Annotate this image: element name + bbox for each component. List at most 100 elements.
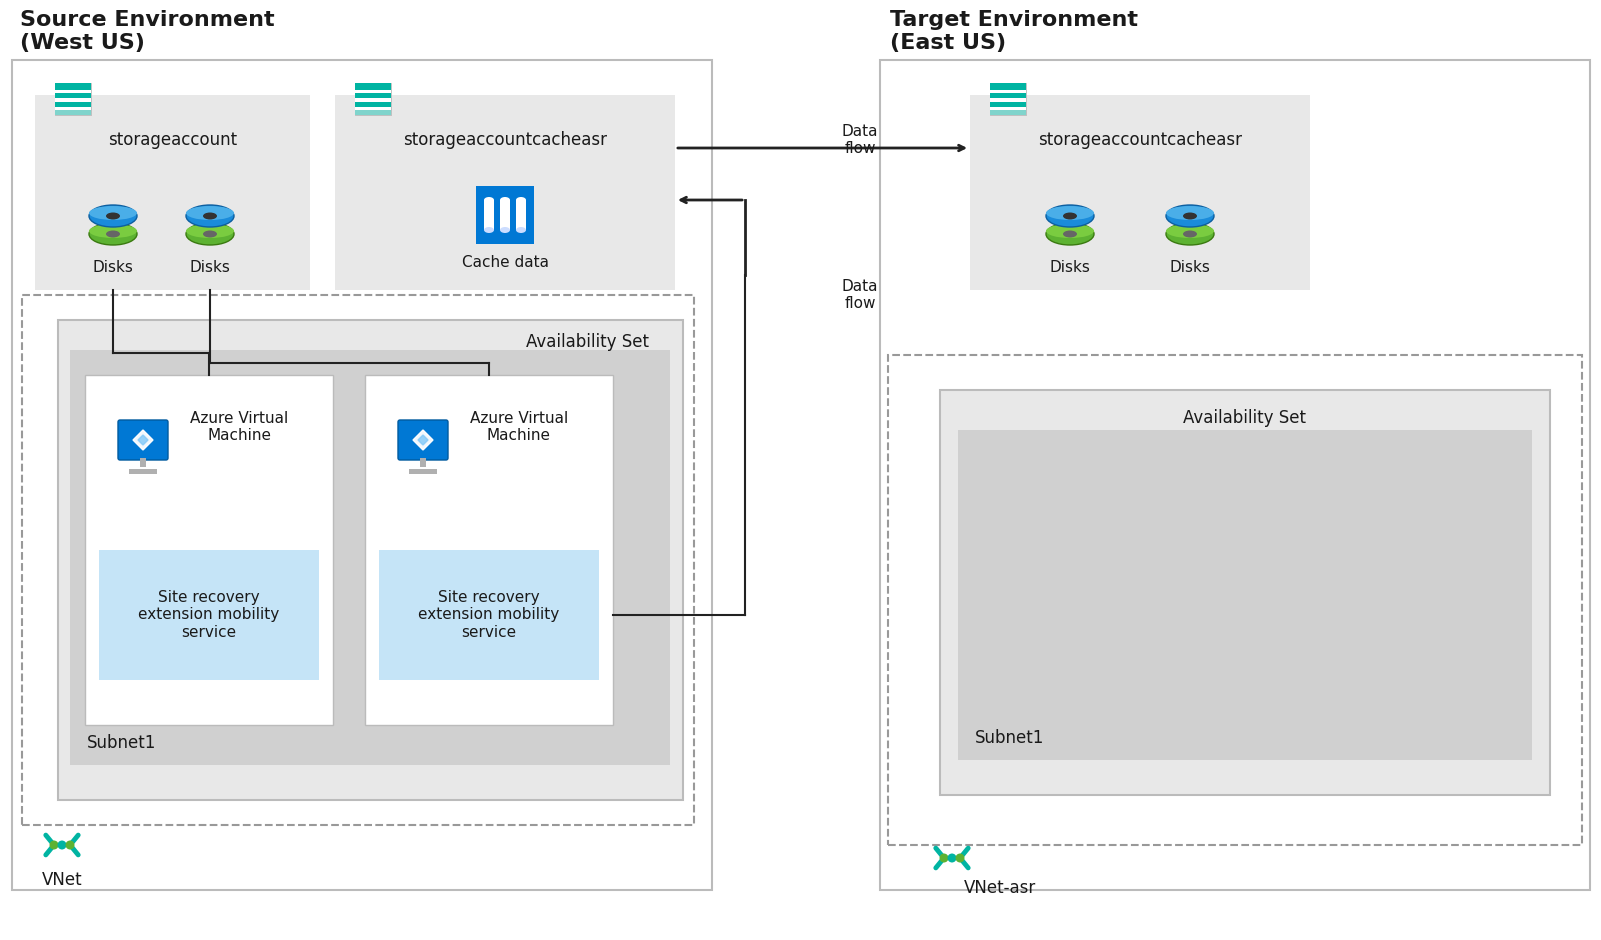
Bar: [58, 320, 684, 800]
Ellipse shape: [1166, 206, 1214, 220]
Text: Subnet1: Subnet1: [975, 729, 1045, 747]
Circle shape: [948, 854, 956, 863]
Bar: [355, 99, 391, 102]
Bar: [355, 110, 391, 115]
Bar: [989, 90, 1026, 93]
Text: Cache data: Cache data: [461, 255, 549, 270]
Text: Data
flow: Data flow: [842, 279, 879, 311]
Text: Subnet1: Subnet1: [88, 734, 157, 752]
Ellipse shape: [203, 212, 218, 220]
Bar: [989, 83, 1026, 90]
Bar: [54, 83, 91, 115]
Ellipse shape: [484, 227, 495, 233]
Ellipse shape: [484, 197, 495, 203]
Bar: [989, 83, 1026, 115]
Bar: [940, 390, 1550, 795]
Ellipse shape: [1166, 223, 1214, 245]
Bar: [365, 375, 613, 725]
Polygon shape: [138, 435, 147, 445]
Ellipse shape: [186, 206, 234, 220]
Ellipse shape: [90, 223, 138, 245]
Circle shape: [58, 840, 67, 850]
Bar: [355, 90, 391, 93]
Ellipse shape: [500, 197, 511, 203]
Ellipse shape: [1166, 224, 1214, 238]
Bar: [484, 200, 495, 230]
Ellipse shape: [186, 223, 234, 245]
Bar: [54, 99, 91, 102]
Text: storageaccount: storageaccount: [107, 131, 237, 149]
Text: Azure Virtual
Machine: Azure Virtual Machine: [469, 411, 568, 443]
Bar: [22, 295, 693, 825]
Bar: [500, 200, 511, 230]
Bar: [970, 95, 1310, 290]
Ellipse shape: [186, 205, 234, 227]
Bar: [54, 106, 91, 110]
Text: Target Environment
(East US): Target Environment (East US): [890, 10, 1138, 54]
Ellipse shape: [516, 227, 527, 233]
Ellipse shape: [1183, 212, 1198, 220]
Bar: [989, 93, 1026, 99]
Bar: [989, 110, 1026, 115]
Bar: [335, 95, 676, 290]
Circle shape: [956, 854, 964, 863]
Bar: [989, 99, 1026, 102]
Ellipse shape: [106, 212, 120, 220]
FancyBboxPatch shape: [399, 420, 448, 460]
Bar: [475, 186, 535, 244]
Polygon shape: [413, 430, 432, 450]
Text: Disks: Disks: [1050, 259, 1090, 274]
Bar: [881, 60, 1590, 890]
Ellipse shape: [516, 197, 527, 203]
Circle shape: [940, 854, 948, 863]
Text: Site recovery
extension mobility
service: Site recovery extension mobility service: [418, 590, 560, 640]
Ellipse shape: [203, 230, 218, 238]
Bar: [54, 102, 91, 106]
Bar: [130, 469, 157, 474]
Polygon shape: [418, 435, 427, 445]
Bar: [54, 83, 91, 90]
Bar: [355, 102, 391, 106]
Ellipse shape: [106, 230, 120, 238]
Ellipse shape: [1063, 212, 1077, 220]
Ellipse shape: [90, 206, 138, 220]
Bar: [11, 60, 712, 890]
Ellipse shape: [1045, 224, 1093, 238]
Text: storageaccountcacheasr: storageaccountcacheasr: [403, 131, 607, 149]
Bar: [85, 375, 333, 725]
Bar: [139, 458, 146, 467]
Bar: [99, 550, 319, 680]
Bar: [889, 355, 1582, 845]
Bar: [54, 110, 91, 115]
Text: Source Environment
(West US): Source Environment (West US): [19, 10, 275, 54]
Ellipse shape: [90, 205, 138, 227]
Ellipse shape: [1045, 205, 1093, 227]
FancyBboxPatch shape: [118, 420, 168, 460]
Bar: [419, 458, 426, 467]
Ellipse shape: [1045, 206, 1093, 220]
Polygon shape: [133, 430, 154, 450]
Text: Site recovery
extension mobility
service: Site recovery extension mobility service: [138, 590, 280, 640]
Bar: [355, 93, 391, 99]
Text: Availability Set: Availability Set: [527, 333, 650, 351]
Bar: [54, 90, 91, 93]
Ellipse shape: [1183, 230, 1198, 238]
Text: Disks: Disks: [1170, 259, 1210, 274]
Bar: [957, 430, 1532, 760]
Bar: [989, 106, 1026, 110]
Bar: [379, 550, 599, 680]
Ellipse shape: [1045, 223, 1093, 245]
Ellipse shape: [90, 224, 138, 238]
Bar: [35, 95, 311, 290]
Circle shape: [50, 840, 59, 850]
Text: storageaccountcacheasr: storageaccountcacheasr: [1037, 131, 1242, 149]
Ellipse shape: [1166, 205, 1214, 227]
Bar: [54, 93, 91, 99]
Ellipse shape: [1063, 230, 1077, 238]
Circle shape: [66, 840, 75, 850]
Bar: [408, 469, 437, 474]
Text: Disks: Disks: [189, 259, 231, 274]
Bar: [355, 83, 391, 115]
Text: VNet-asr: VNet-asr: [964, 879, 1036, 897]
Ellipse shape: [186, 224, 234, 238]
